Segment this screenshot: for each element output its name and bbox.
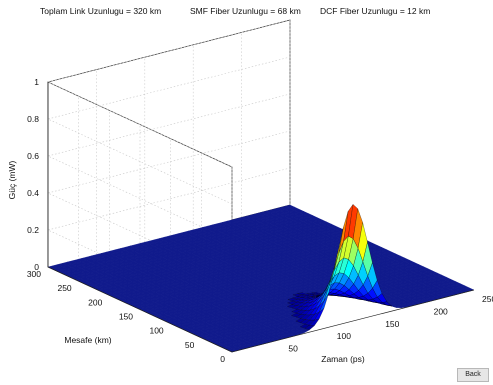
x-tick-label: 200 [434,306,448,316]
y-tick-label: 150 [119,312,133,322]
z-tick-label: 1 [34,77,39,87]
x-tick-label: 50 [288,344,298,354]
grid-line-z [47,19,291,168]
smf-length-label: SMF Fiber Uzunlugu = 68 km [190,6,301,16]
x-tick-label: 150 [385,319,399,329]
z-axis-label: Güç (mW) [7,160,17,199]
z-tick-label: 0.8 [27,114,39,124]
x-tick-label: 100 [337,331,351,341]
dcf-length-label: DCF Fiber Uzunlugu = 12 km [320,6,431,16]
z-tick-label: 0 [34,262,39,272]
total-length-label: Toplam Link Uzunlugu = 320 km [40,6,162,16]
axis-box-edge [47,266,475,353]
y-tick-label: 250 [57,283,71,293]
y-tick-label: 200 [88,297,102,307]
z-tick-label: 0.4 [27,188,39,198]
y-axis-label: Mesafe (km) [64,335,111,345]
grid-line-z [47,93,291,242]
x-axis-label: Zaman (ps) [321,354,365,364]
z-tick-label: 0.6 [27,151,39,161]
z-tick-label: 0.2 [27,225,39,235]
y-tick-label: 0 [220,354,225,364]
y-tick-label: 50 [185,340,195,350]
y-tick-label: 100 [149,326,163,336]
back-button[interactable]: Back [457,368,489,382]
y-tick-label: 300 [27,269,41,279]
x-tick-label: 250 [482,294,493,304]
